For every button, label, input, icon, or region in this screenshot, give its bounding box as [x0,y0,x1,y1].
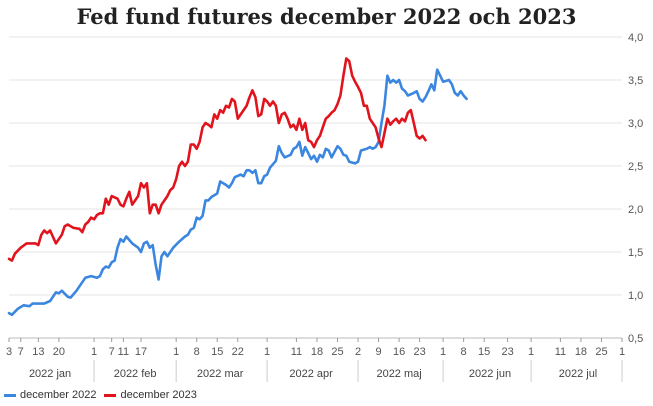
x-tick-label-8: 1 [173,346,179,358]
series-lines [7,57,468,317]
x-tick-label-0: 3 [6,346,12,358]
x-tick-label-18: 16 [393,346,405,358]
x-tick-label-12: 1 [264,346,270,358]
y-tick-label-2: 1,5 [628,247,643,259]
x-tick-label-25: 11 [555,346,566,358]
y-tick-label-0: 0,5 [628,333,643,345]
month-label-6: 2022 jul [559,368,598,380]
legend-item-dec-2022: december 2022 [4,389,96,401]
chart-title: Fed fund futures december 2022 och 2023 [76,4,577,29]
x-tick-label-19: 23 [413,346,425,358]
y-tick-label-4: 2,5 [628,161,643,173]
y-tick-label-3: 2,0 [628,204,643,216]
month-label-5: 2022 jun [469,368,511,380]
month-label-1: 2022 feb [114,368,157,380]
series-line-dec-2023 [7,57,427,262]
legend: december 2022 december 2023 [4,389,197,401]
x-tick-label-9: 8 [194,346,200,358]
y-tick-label-5: 3,0 [628,118,643,130]
x-tick-label-10: 15 [211,346,223,358]
x-tick-label-14: 18 [311,346,323,358]
x-tick-label-13: 11 [291,346,302,358]
x-tick-label-17: 9 [375,346,381,358]
x-tick-label-16: 2 [355,346,361,358]
series-line-dec-2022 [7,68,468,317]
gridlines [9,36,622,339]
x-tick-label-23: 23 [501,346,513,358]
legend-swatch-dec-2022 [4,393,16,397]
chart-canvas: 0,51,01,52,02,53,03,54,0 3 7 13 20 1 7 11 17 1 8 1… [6,32,643,382]
y-axis: 0,5 1,0 1,5 2,0 2,5 3,0 3,5 4,0 [628,32,643,345]
x-tick-label-28: 1 [619,346,625,358]
x-tick-label-7: 17 [135,346,147,358]
month-label-4: 2022 maj [376,368,421,380]
x-tick-label-22: 15 [478,346,490,358]
legend-item-dec-2023: december 2023 [104,389,197,401]
x-tick-label-15: 25 [331,346,343,358]
y-tick-label-7: 4,0 [628,32,643,44]
x-tick-label-3: 20 [53,346,65,358]
legend-swatch-dec-2023 [104,393,117,397]
x-tick-label-2: 13 [32,346,44,358]
x-tick-label-21: 8 [461,346,467,358]
x-tick-label-27: 25 [595,346,607,358]
y-tick-label-6: 3,5 [628,75,643,87]
y-tick-label-1: 1,0 [628,290,643,302]
month-label-2: 2022 mar [197,368,244,380]
x-tick-label-26: 18 [575,346,587,358]
legend-label-dec-2023: december 2023 [120,389,197,401]
legend-label-dec-2022: december 2022 [20,389,97,401]
x-tick-label-11: 22 [232,346,244,358]
month-label-0: 2022 jan [29,368,71,380]
x-tick-label-4: 1 [91,346,97,358]
x-tick-label-5: 7 [109,346,115,358]
x-tick-label-20: 1 [440,346,446,358]
month-label-3: 2022 apr [289,368,333,380]
x-axis: 3 7 13 20 1 7 11 17 1 8 15 22 1 11 18 25 2 9 16 23 1 8 15 23 1 11… [6,337,625,382]
x-tick-label-6: 11 [118,346,129,358]
x-tick-label-1: 7 [18,346,24,358]
x-tick-label-24: 1 [528,346,534,358]
